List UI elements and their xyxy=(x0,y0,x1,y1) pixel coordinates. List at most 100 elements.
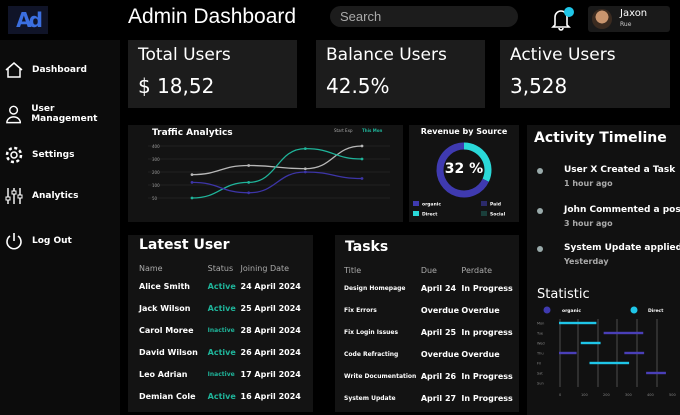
revenue-donut-chart: organic Direct Paid Social xyxy=(413,142,506,218)
search-input[interactable] xyxy=(330,6,518,27)
sidebar-item-settings[interactable]: Settings xyxy=(4,145,74,165)
table-cell: In Progress xyxy=(461,393,513,403)
legend-label: organic xyxy=(562,308,581,314)
range-bar xyxy=(624,351,645,355)
statistic-title: Statistic xyxy=(537,287,590,302)
table-row[interactable]: Carol Moree Inactive 28 April 2024 xyxy=(139,319,311,341)
user-name: Jaxon xyxy=(620,8,648,19)
table-cell: Overdue xyxy=(461,305,500,315)
range-bar xyxy=(589,361,630,365)
table-row[interactable]: David Wilson Active 26 April 2024 xyxy=(139,341,311,363)
latest-user-table: Name Status Joining Date Alice Smith Active 2… xyxy=(139,261,311,407)
timeline-dot xyxy=(537,246,543,252)
sidebar-item-label: Log Out xyxy=(32,236,72,246)
y-tick-label: 300 xyxy=(152,157,160,162)
donut-slice xyxy=(436,142,489,198)
latest-user-title: Latest User xyxy=(139,237,230,253)
legend-label: Direct xyxy=(422,212,438,218)
data-point xyxy=(360,157,364,161)
table-row[interactable]: Design Homepage April 24 In Progress xyxy=(344,277,516,299)
table-cell: April 24 xyxy=(420,283,457,293)
table-row[interactable]: Fix Errors Overdue Overdue xyxy=(344,299,516,321)
table-cell: Write Documentation xyxy=(344,372,417,380)
column-header: Perdate xyxy=(461,265,493,275)
logo[interactable]: Ad xyxy=(8,6,48,34)
table-row[interactable]: Fix Login Issues April 25 In progress xyxy=(344,321,516,343)
range-bar xyxy=(603,331,644,335)
data-point xyxy=(247,181,251,184)
table-cell: Active xyxy=(207,303,236,313)
y-tick-label: Thu xyxy=(536,352,544,356)
timeline-text: System Update applied xyxy=(564,243,680,253)
stat-label: Total Users xyxy=(138,45,231,65)
home-icon xyxy=(5,62,23,78)
timeline-time: Yesterday xyxy=(564,257,609,266)
table-row[interactable]: Code Refracting Overdue Overdue xyxy=(344,343,516,365)
data-point xyxy=(247,164,251,167)
sliders-icon xyxy=(5,188,23,204)
table-row[interactable]: Jack Wilson Active 25 April 2024 xyxy=(139,297,311,319)
sidebar-item-analytics[interactable]: Analytics xyxy=(4,186,78,206)
table-cell: Active xyxy=(207,281,236,291)
sidebar-item-label: Settings xyxy=(32,150,75,160)
table-cell: Jack Wilson xyxy=(139,303,191,313)
table-cell: April 27 xyxy=(420,393,457,403)
range-bar xyxy=(580,341,601,345)
table-row[interactable]: Leo Adrian Inactive 17 April 2024 xyxy=(139,363,311,385)
chart-title: Traffic Analytics xyxy=(152,128,233,138)
legend-swatch xyxy=(413,211,419,216)
donut-center-label: 32 % xyxy=(444,161,484,177)
legend-swatch xyxy=(481,211,487,216)
table-cell: 24 April 2024 xyxy=(240,281,301,291)
activity-title: Activity Timeline xyxy=(534,130,667,146)
table-row[interactable]: Alice Smith Active 24 April 2024 xyxy=(139,275,311,297)
data-point xyxy=(303,170,307,174)
x-tick-label: 100 xyxy=(581,393,588,397)
legend-dot xyxy=(630,306,638,314)
range-bar xyxy=(559,351,577,355)
chart-title: Revenue by Source xyxy=(420,127,508,136)
series-line xyxy=(191,171,363,194)
timeline-dot xyxy=(537,208,543,214)
statistic-chart: organic Direct Mon Tue Wed Thu Fri Sat Sun 0 100 20… xyxy=(536,306,676,397)
data-point xyxy=(303,167,307,171)
stat-value: 42.5% xyxy=(326,74,390,98)
table-cell: Fix Errors xyxy=(344,306,377,314)
table-cell: Overdue xyxy=(420,305,460,315)
series-line xyxy=(191,147,363,199)
notification-badge xyxy=(564,7,574,17)
timeline-dot xyxy=(537,168,543,174)
stat-value: 3,528 xyxy=(510,74,568,98)
sidebar-item-logout[interactable]: Log Out xyxy=(4,231,72,251)
y-tick-label: Fri xyxy=(537,362,541,366)
table-cell: 26 April 2024 xyxy=(240,347,301,357)
range-bar xyxy=(559,321,597,325)
legend-label: Social xyxy=(490,212,506,218)
y-tick-label: Wed xyxy=(537,342,545,346)
y-tick-label: 100 xyxy=(152,183,160,188)
table-cell: Code Refracting xyxy=(344,350,399,358)
legend-label: Direct xyxy=(648,308,664,314)
page-title: Admin Dashboard xyxy=(128,5,297,28)
timeline-text: User X Created a Task xyxy=(564,165,676,175)
sidebar-item-dashboard[interactable]: Dashboard xyxy=(4,60,87,80)
table-row[interactable]: System Update April 27 In Progress xyxy=(344,387,516,409)
table-cell: Demian Cole xyxy=(139,391,196,401)
series-line xyxy=(191,145,363,176)
table-cell: David Wilson xyxy=(139,347,198,357)
traffic-line-chart: 400 300 200 100 50 Start Exp This Mon xyxy=(148,128,390,201)
sidebar-item-label: Analytics xyxy=(32,191,79,201)
table-cell: Carol Moree xyxy=(139,325,194,335)
user-icon xyxy=(6,105,22,124)
table-row[interactable]: Demian Cole Active 16 April 2024 xyxy=(139,385,311,407)
legend-swatch xyxy=(413,201,419,206)
bell-icon[interactable] xyxy=(550,6,572,32)
power-icon xyxy=(6,233,22,250)
table-row[interactable]: Write Documentation April 26 In Progress xyxy=(344,365,516,387)
sidebar-item-user-management[interactable]: User Management xyxy=(4,104,120,124)
y-tick-label: Tue xyxy=(536,332,543,336)
table-cell: Overdue xyxy=(461,349,500,359)
table-cell: Design Homepage xyxy=(344,284,406,292)
data-point xyxy=(303,147,307,150)
user-profile[interactable]: Jaxon Rue xyxy=(588,6,670,32)
